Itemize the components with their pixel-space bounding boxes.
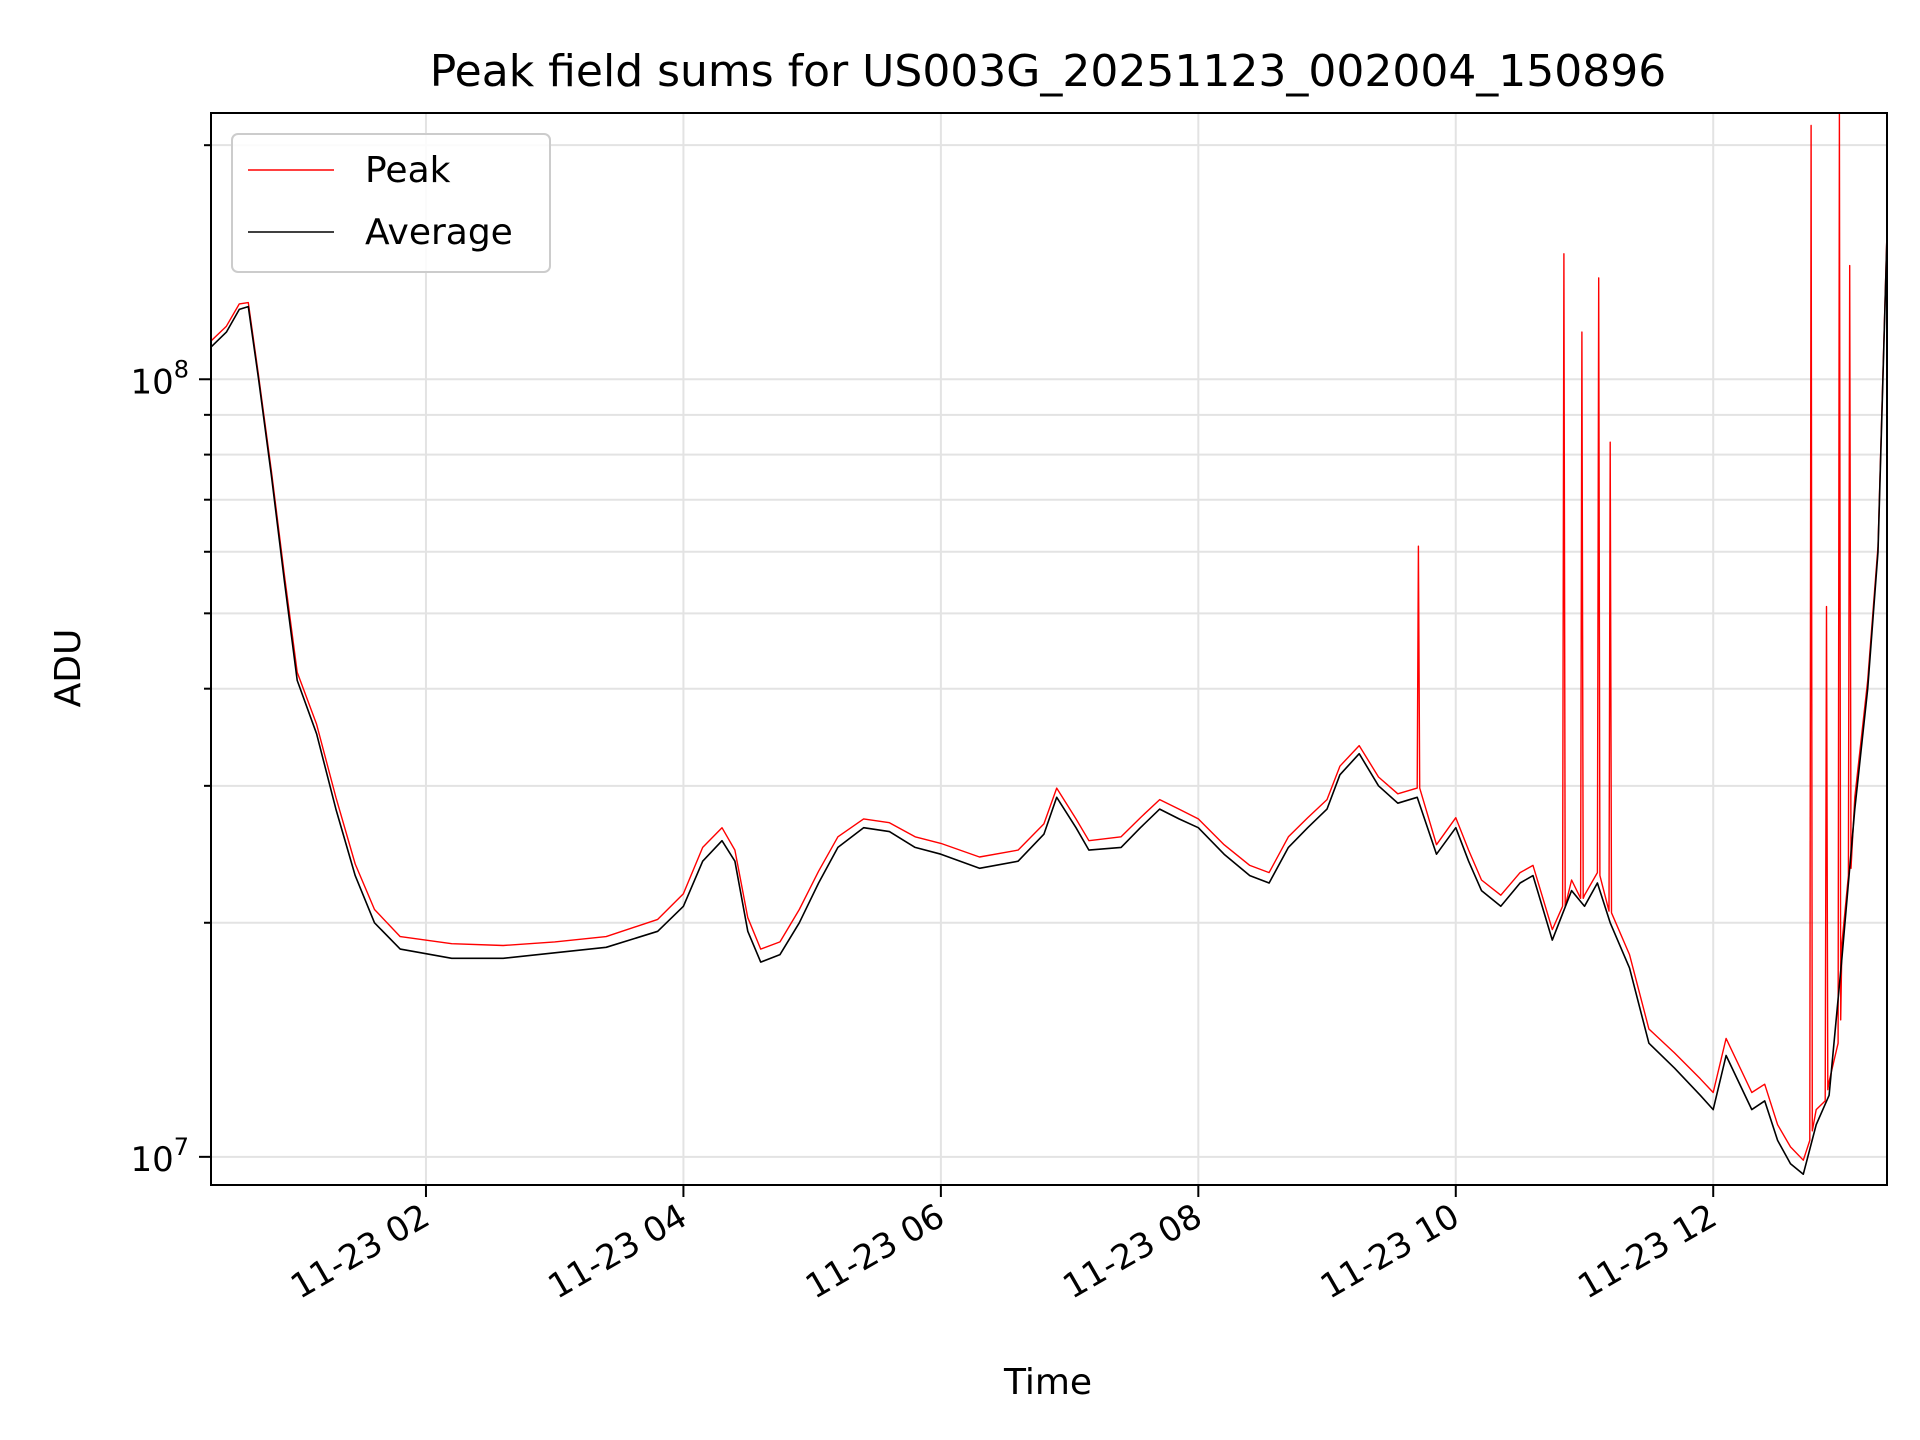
x-tick-label: 11-23 08: [1056, 1196, 1208, 1307]
x-tick-label: 11-23 10: [1314, 1196, 1466, 1307]
legend-label-average: Average: [365, 212, 513, 253]
x-tick-label: 11-23 02: [284, 1196, 436, 1307]
y-tick-label: 108: [130, 355, 189, 402]
x-axis-ticks: 11-23 02 11-23 04 11-23 06 11-23 08 11-23 10…: [284, 1185, 1724, 1307]
chart-title: Peak field sums for US003G_20251123_0020…: [430, 46, 1667, 97]
y-axis-label: ADU: [48, 629, 89, 708]
legend-label-peak: Peak: [365, 150, 451, 191]
x-axis-label: Time: [1003, 1362, 1092, 1403]
x-tick-label: 11-23 06: [799, 1196, 951, 1307]
legend-box: [231, 133, 551, 273]
axes-frame: [210, 112, 1888, 1186]
x-tick-label: 11-23 04: [542, 1196, 694, 1307]
y-tick-label: 107: [130, 1133, 189, 1180]
x-tick-label: 11-23 12: [1571, 1196, 1723, 1307]
series-line-peak: [210, 112, 1888, 1161]
legend: Peak Average: [231, 133, 551, 273]
series-line-average: [210, 235, 1888, 1175]
grid-layer: [211, 113, 1887, 1185]
plot-area: [210, 112, 1888, 1175]
y-axis-ticks: 107 108: [130, 144, 211, 1180]
